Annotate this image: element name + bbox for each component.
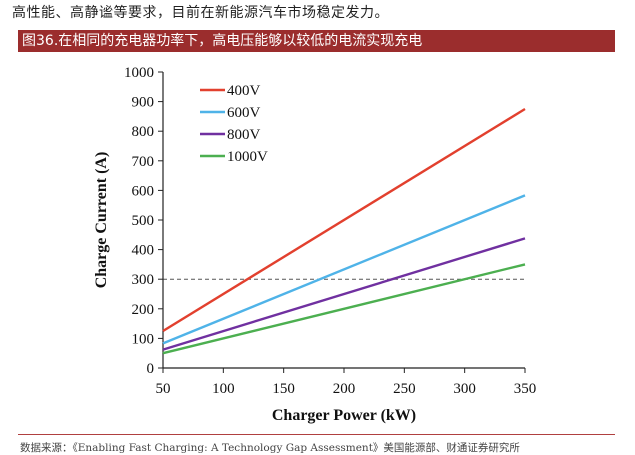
x-tick-label: 300: [453, 381, 476, 397]
y-axis-label: Charge Current (A): [93, 152, 110, 289]
x-axis-label: Charger Power (kW): [272, 407, 416, 424]
y-tick-label: 300: [132, 272, 155, 288]
series-line-1000v: [162, 263, 526, 355]
x-tick-label: 50: [156, 381, 171, 397]
source-note: 数据来源：《Enabling Fast Charging: A Technolo…: [20, 442, 520, 454]
y-tick-label: 600: [132, 183, 155, 199]
x-tick-label: 100: [212, 381, 235, 397]
series-line-400v: [162, 107, 526, 333]
series-line-600v: [162, 194, 526, 345]
figure-title: 图36.在相同的充电器功率下，高电压能够以较低的电流实现充电: [18, 30, 615, 52]
y-tick-label: 500: [132, 213, 155, 229]
x-tick-label: 350: [514, 381, 537, 397]
intro-text: 高性能、高静谧等要求，目前在新能源汽车市场稳定发力。: [12, 5, 389, 21]
legend-label-400v: 400V: [227, 83, 261, 99]
legend-label-1000v: 1000V: [227, 149, 268, 165]
y-tick-label: 400: [132, 243, 155, 259]
x-tick-label: 150: [272, 381, 295, 397]
x-tick-label: 250: [393, 381, 416, 397]
line-chart: 0 100 200 300 400 500 600 700 800 900 1000 50 100 150…: [93, 65, 537, 424]
legend-label-800v: 800V: [227, 127, 261, 143]
y-tick-label: 100: [132, 331, 155, 347]
y-tick-label: 200: [132, 302, 155, 318]
y-tick-label: 1000: [124, 65, 154, 81]
source-divider: [18, 434, 615, 435]
y-tick-label: 0: [147, 361, 155, 377]
legend-label-600v: 600V: [227, 105, 261, 121]
y-tick-label: 800: [132, 124, 155, 140]
x-tick-label: 200: [333, 381, 356, 397]
y-tick-label: 900: [132, 95, 155, 111]
y-tick-label: 700: [132, 154, 155, 170]
series-line-800v: [162, 237, 526, 351]
